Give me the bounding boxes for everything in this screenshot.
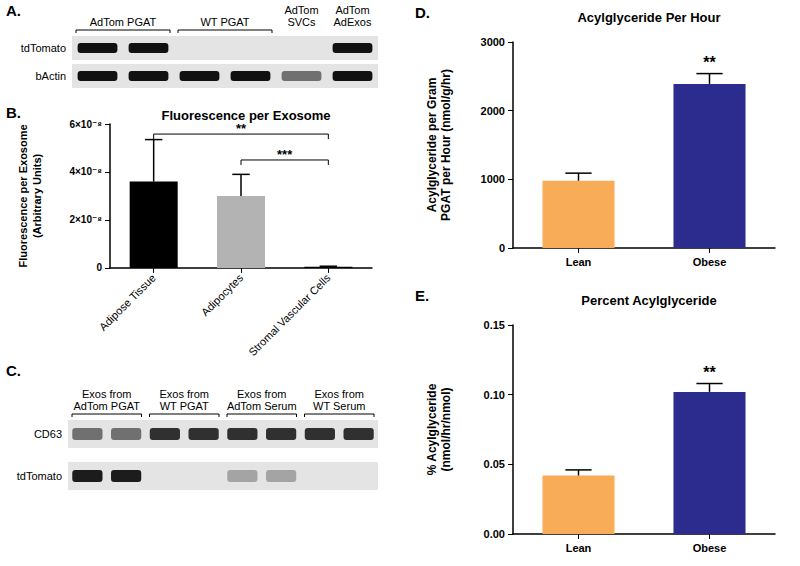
svg-text:Exos from: Exos from: [82, 388, 132, 400]
svg-text:4×10⁻⁸: 4×10⁻⁸: [69, 166, 102, 177]
svg-text:Lean: Lean: [566, 256, 592, 268]
svg-text:Obese: Obese: [693, 542, 727, 554]
svg-text:Lean: Lean: [566, 542, 592, 554]
svg-text:Stromal Vascular Cells: Stromal Vascular Cells: [246, 271, 333, 358]
html-text:E.: E.: [415, 287, 430, 304]
svg-text:0.05: 0.05: [484, 458, 505, 470]
svg-text:0.10: 0.10: [484, 389, 505, 401]
svg-text:SVCs: SVCs: [287, 16, 316, 28]
svg-text:Adipose Tissue: Adipose Tissue: [97, 272, 158, 333]
svg-text:2×10⁻⁸: 2×10⁻⁸: [69, 214, 102, 225]
svg-text:Fluorescence per Exosome: Fluorescence per Exosome: [17, 124, 29, 267]
svg-text:AdTom Serum: AdTom Serum: [227, 400, 297, 412]
svg-text:bActin: bActin: [35, 70, 66, 82]
svg-text:(Arbitrary Units): (Arbitrary Units): [31, 153, 43, 238]
svg-text:Percent Acylglyceride: Percent Acylglyceride: [581, 293, 716, 308]
svg-text:WT PGAT: WT PGAT: [160, 400, 209, 412]
svg-text:Obese: Obese: [693, 256, 727, 268]
svg-text:AdTom PGAT: AdTom PGAT: [90, 16, 157, 28]
html-text:B.: B.: [6, 104, 21, 121]
svg-text:0.15: 0.15: [484, 319, 505, 331]
svg-text:**: **: [236, 121, 247, 136]
svg-text:% Acylglyceride: % Acylglyceride: [425, 383, 439, 475]
svg-text:**: **: [703, 364, 716, 381]
svg-text:AdTom: AdTom: [284, 4, 318, 16]
html-text:A.: A.: [6, 2, 21, 19]
svg-text:Exos from: Exos from: [314, 388, 364, 400]
html-text:C.: C.: [6, 362, 21, 379]
svg-text:WT PGAT: WT PGAT: [200, 16, 249, 28]
svg-text:0: 0: [96, 262, 102, 273]
svg-text:(nmol/hr/nmol): (nmol/hr/nmol): [439, 388, 453, 472]
svg-text:Fluorescence per Exosome: Fluorescence per Exosome: [161, 108, 330, 123]
svg-text:tdTomato: tdTomato: [17, 470, 62, 482]
svg-text:WT Serum: WT Serum: [313, 400, 365, 412]
svg-text:AdTom PGAT: AdTom PGAT: [74, 400, 141, 412]
svg-text:CD63: CD63: [34, 428, 62, 440]
svg-text:Exos from: Exos from: [159, 388, 209, 400]
svg-text:AdTom: AdTom: [335, 4, 369, 16]
svg-text:Exos from: Exos from: [237, 388, 287, 400]
svg-text:tdTomato: tdTomato: [21, 42, 66, 54]
svg-text:0: 0: [499, 242, 505, 254]
svg-text:AdExos: AdExos: [334, 16, 372, 28]
svg-text:Adipocytes: Adipocytes: [199, 271, 246, 318]
svg-text:***: ***: [277, 147, 293, 162]
svg-text:3000: 3000: [481, 36, 505, 48]
svg-text:PGAT per Hour (nmol/g/hr): PGAT per Hour (nmol/g/hr): [439, 69, 453, 221]
svg-text:1000: 1000: [481, 173, 505, 185]
svg-text:0.00: 0.00: [484, 528, 505, 540]
svg-text:Acylglyceride Per Hour: Acylglyceride Per Hour: [577, 10, 720, 25]
svg-text:6×10⁻⁸: 6×10⁻⁸: [69, 119, 102, 130]
svg-text:Acylglyceride per Gram: Acylglyceride per Gram: [425, 78, 439, 213]
html-text:D.: D.: [415, 4, 430, 21]
svg-text:2000: 2000: [481, 105, 505, 117]
svg-text:**: **: [703, 54, 716, 71]
